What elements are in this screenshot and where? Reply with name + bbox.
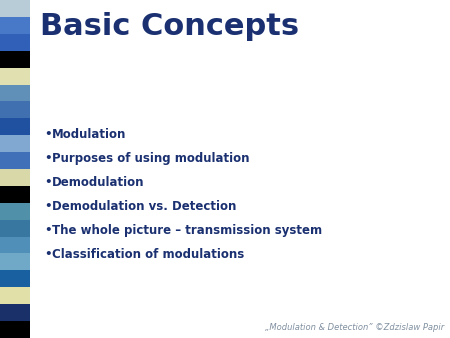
- Bar: [0, 287, 30, 304]
- Bar: [0, 34, 30, 51]
- Text: •: •: [44, 248, 52, 261]
- Bar: [0, 135, 30, 152]
- Bar: [0, 152, 30, 169]
- Text: •: •: [44, 152, 52, 165]
- Text: Basic Concepts: Basic Concepts: [40, 12, 299, 41]
- Bar: [0, 254, 30, 270]
- Bar: [0, 51, 30, 68]
- Bar: [0, 321, 30, 338]
- Text: Purposes of using modulation: Purposes of using modulation: [52, 152, 249, 165]
- Bar: [0, 101, 30, 118]
- Bar: [0, 220, 30, 237]
- Bar: [0, 169, 30, 186]
- Bar: [0, 270, 30, 287]
- Text: •: •: [44, 176, 52, 189]
- Text: Demodulation: Demodulation: [52, 176, 144, 189]
- Bar: [0, 118, 30, 135]
- Text: Classification of modulations: Classification of modulations: [52, 248, 244, 261]
- Text: •: •: [44, 200, 52, 213]
- Text: The whole picture – transmission system: The whole picture – transmission system: [52, 224, 322, 237]
- Bar: [0, 17, 30, 34]
- Bar: [0, 304, 30, 321]
- Bar: [0, 203, 30, 220]
- Bar: [0, 68, 30, 84]
- Bar: [0, 237, 30, 254]
- Text: Demodulation vs. Detection: Demodulation vs. Detection: [52, 200, 236, 213]
- Text: •: •: [44, 128, 52, 141]
- Bar: [0, 186, 30, 203]
- Bar: [0, 84, 30, 101]
- Text: Modulation: Modulation: [52, 128, 126, 141]
- Bar: [0, 0, 30, 17]
- Text: „Modulation & Detection” ©Zdzislaw Papir: „Modulation & Detection” ©Zdzislaw Papir: [265, 323, 444, 332]
- Text: •: •: [44, 224, 52, 237]
